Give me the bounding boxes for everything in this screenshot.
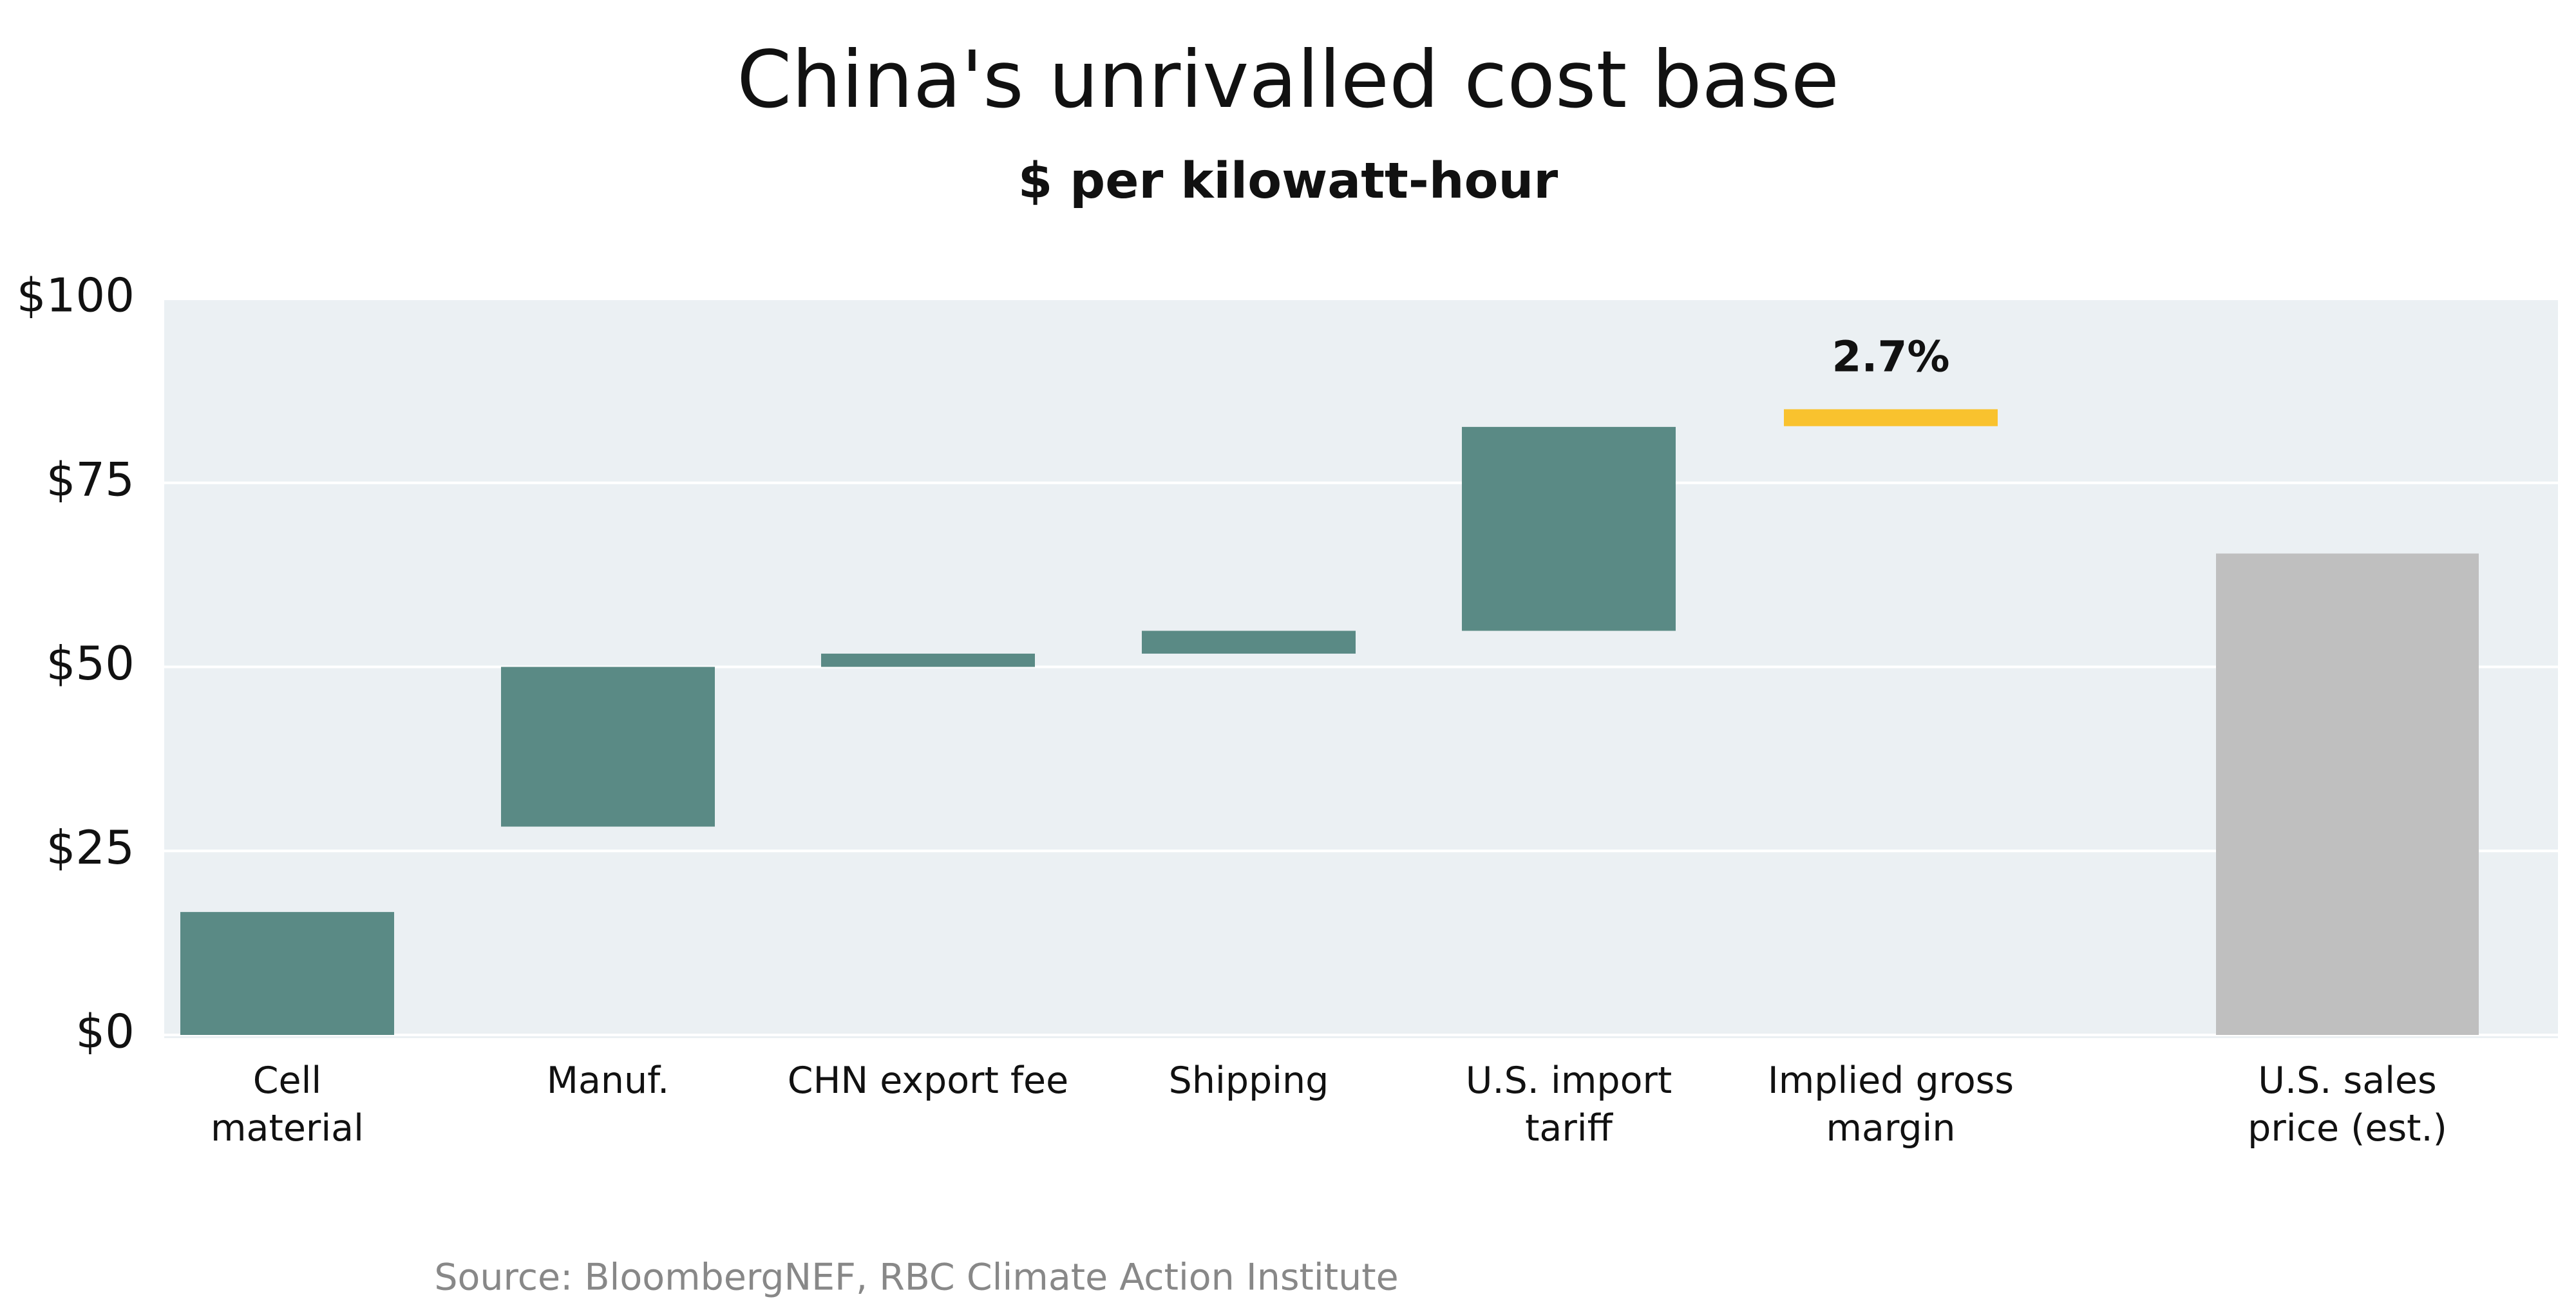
x-tick-label-line: U.S. sales: [2258, 1059, 2437, 1102]
x-tick-label-line: tariff: [1525, 1107, 1614, 1150]
bar: [1142, 630, 1356, 654]
x-tick-label: Shipping: [1169, 1059, 1329, 1102]
x-tick-label: Cell material: [211, 1059, 364, 1150]
x-tick-label-line: margin: [1826, 1107, 1955, 1150]
y-tick-label: $50: [46, 636, 135, 690]
bar: [2216, 553, 2479, 1035]
y-tick-label: $0: [75, 1005, 135, 1059]
chart-title: China's unrivalled cost base: [737, 34, 1839, 126]
chart-subtitle: $ per kilowatt-hour: [1018, 153, 1558, 210]
x-tick-label: U.S. import tariff: [1466, 1059, 1672, 1150]
x-tick-label: Manuf.: [547, 1059, 669, 1102]
x-tick-label-line: Manuf.: [547, 1059, 669, 1102]
data-label: 2.7%: [1832, 332, 1949, 382]
x-tick-label-line: CHN export fee: [788, 1059, 1068, 1102]
x-tick-label-line: price (est.): [2248, 1107, 2447, 1150]
bar: [180, 912, 394, 1035]
bar: [501, 667, 715, 827]
y-tick-label: $100: [17, 269, 135, 323]
y-tick-label: $25: [46, 820, 135, 875]
y-tick-label: $75: [46, 452, 135, 506]
x-tick-label-line: U.S. import: [1466, 1059, 1672, 1102]
x-tick-label: CHN export fee: [788, 1059, 1068, 1102]
x-tick-label: U.S. sales price (est.): [2248, 1059, 2447, 1150]
source-note: Source: BloombergNEF, RBC Climate Action…: [434, 1256, 1398, 1299]
bar: [821, 653, 1035, 667]
bar: [1462, 426, 1676, 631]
bar: [1784, 409, 1998, 426]
x-tick-label-line: Cell: [253, 1059, 322, 1102]
x-tick-label-line: Shipping: [1169, 1059, 1329, 1102]
x-tick-label-line: material: [211, 1107, 364, 1150]
x-tick-label-line: Implied gross: [1768, 1059, 2014, 1102]
x-tick-label: Implied gross margin: [1768, 1059, 2014, 1150]
